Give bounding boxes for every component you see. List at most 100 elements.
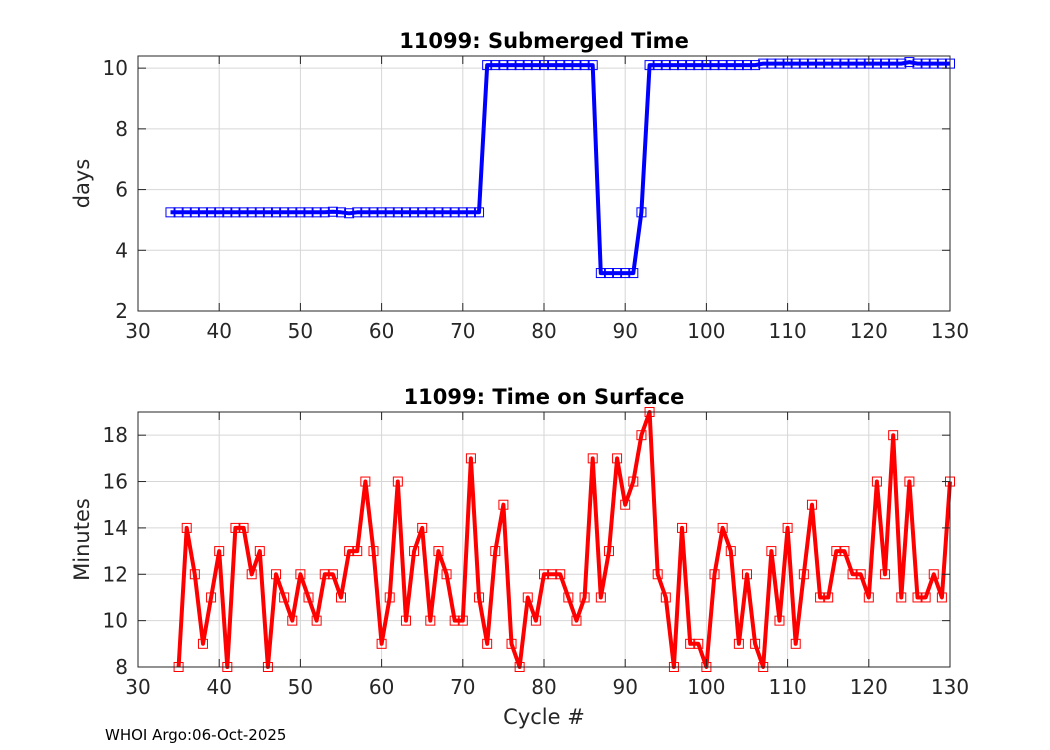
surface-data-point xyxy=(823,592,834,603)
surface-data-point xyxy=(628,476,639,487)
submerged-data-point xyxy=(522,60,533,71)
submerged-data-point xyxy=(319,207,330,218)
submerged-data-point xyxy=(246,207,257,218)
submerged-data-point xyxy=(311,207,322,218)
surface-data-point xyxy=(790,638,801,649)
surface-data-point xyxy=(603,546,614,557)
submerged-data-point xyxy=(912,58,923,69)
submerged-data-point xyxy=(668,60,679,71)
submerged-data-point xyxy=(563,60,574,71)
submerged-data-point xyxy=(774,58,785,69)
submerged-y-tick-label: 2 xyxy=(115,299,128,323)
surface-x-tick-label: 30 xyxy=(125,675,150,699)
surface-data-point xyxy=(482,638,493,649)
surface-data-point xyxy=(530,615,541,626)
submerged-data-point xyxy=(287,207,298,218)
submerged-data-point xyxy=(457,207,468,218)
surface-data-point xyxy=(733,638,744,649)
submerged-data-point xyxy=(612,268,623,279)
surface-data-point xyxy=(425,615,436,626)
surface-x-tick-label: 50 xyxy=(288,675,313,699)
submerged-data-point xyxy=(831,58,842,69)
surface-data-point xyxy=(433,546,444,557)
surface-data-point xyxy=(311,615,322,626)
submerged-data-point xyxy=(262,207,273,218)
submerged-data-point xyxy=(815,58,826,69)
submerged-data-point xyxy=(360,207,371,218)
submerged-data-point xyxy=(441,207,452,218)
surface-data-point xyxy=(880,569,891,580)
surface-data-point xyxy=(181,522,192,533)
submerged-data-point xyxy=(798,58,809,69)
surface-data-point xyxy=(449,615,460,626)
submerged-data-point xyxy=(839,58,850,69)
surface-data-point xyxy=(863,592,874,603)
surface-data-point xyxy=(238,522,249,533)
submerged-data-point xyxy=(271,207,282,218)
surface-data-point xyxy=(189,569,200,580)
submerged-data-point xyxy=(652,60,663,71)
surface-y-tick-label: 10 xyxy=(103,609,128,633)
surface-x-tick-label: 110 xyxy=(769,675,807,699)
surface-series-line xyxy=(176,410,952,669)
submerged-data-point xyxy=(165,207,176,218)
surface-data-point xyxy=(465,453,476,464)
submerged-data-point xyxy=(579,60,590,71)
submerged-data-point xyxy=(409,207,420,218)
submerged-data-point xyxy=(465,207,476,218)
submerged-x-tick-label: 110 xyxy=(769,319,807,343)
submerged-x-tick-label: 50 xyxy=(288,319,313,343)
submerged-y-tick-label: 4 xyxy=(115,238,128,262)
surface-data-point xyxy=(928,569,939,580)
submerged-data-point xyxy=(620,268,631,279)
surface-data-point xyxy=(920,592,931,603)
submerged-y-axis-label: days xyxy=(70,159,94,209)
submerged-data-point xyxy=(936,58,947,69)
surface-data-point xyxy=(287,615,298,626)
surface-data-point xyxy=(587,453,598,464)
surface-data-point xyxy=(344,546,355,557)
surface-data-point xyxy=(766,546,777,557)
submerged-data-point xyxy=(685,60,696,71)
submerged-data-point xyxy=(888,58,899,69)
submerged-data-point xyxy=(595,268,606,279)
surface-y-tick-label: 18 xyxy=(103,423,128,447)
surface-data-point xyxy=(352,546,363,557)
submerged-data-point xyxy=(303,207,314,218)
submerged-data-point xyxy=(173,207,184,218)
surface-data-point xyxy=(327,569,338,580)
surface-data-point xyxy=(693,638,704,649)
submerged-data-point xyxy=(742,60,752,71)
submerged-data-point xyxy=(880,58,891,69)
surface-data-point xyxy=(506,638,517,649)
surface-time-axes: 30 40 50 60 70 80 90 100 110 120 130 8 10 12 14 16 18 110… xyxy=(70,385,969,729)
submerged-y-tick-label: 10 xyxy=(103,56,128,80)
submerged-series-line xyxy=(170,60,950,276)
surface-data-point xyxy=(271,569,282,580)
submerged-data-point xyxy=(855,58,866,69)
submerged-x-tick-label: 40 xyxy=(206,319,231,343)
submerged-data-point xyxy=(677,60,688,71)
surface-data-point xyxy=(303,592,314,603)
submerged-data-point xyxy=(547,60,558,71)
submerged-data-point xyxy=(555,60,566,71)
submerged-data-point xyxy=(717,60,728,71)
submerged-data-point xyxy=(823,58,834,69)
surface-y-tick-label: 16 xyxy=(103,470,128,494)
submerged-data-point xyxy=(392,207,403,218)
surface-data-point xyxy=(798,569,809,580)
surface-data-point xyxy=(474,592,485,603)
surface-x-tick-label: 130 xyxy=(931,675,969,699)
surface-data-point xyxy=(368,546,379,557)
surface-data-point xyxy=(409,546,420,557)
submerged-data-point xyxy=(376,207,387,218)
submerged-data-point xyxy=(295,207,306,218)
submerged-data-point xyxy=(603,268,614,279)
submerged-data-point xyxy=(197,207,208,218)
submerged-data-point xyxy=(449,207,460,218)
surface-data-point xyxy=(855,569,866,580)
surface-data-point xyxy=(750,638,761,649)
surface-x-axis-label: Cycle # xyxy=(503,705,585,729)
surface-y-tick-label: 8 xyxy=(115,655,128,679)
